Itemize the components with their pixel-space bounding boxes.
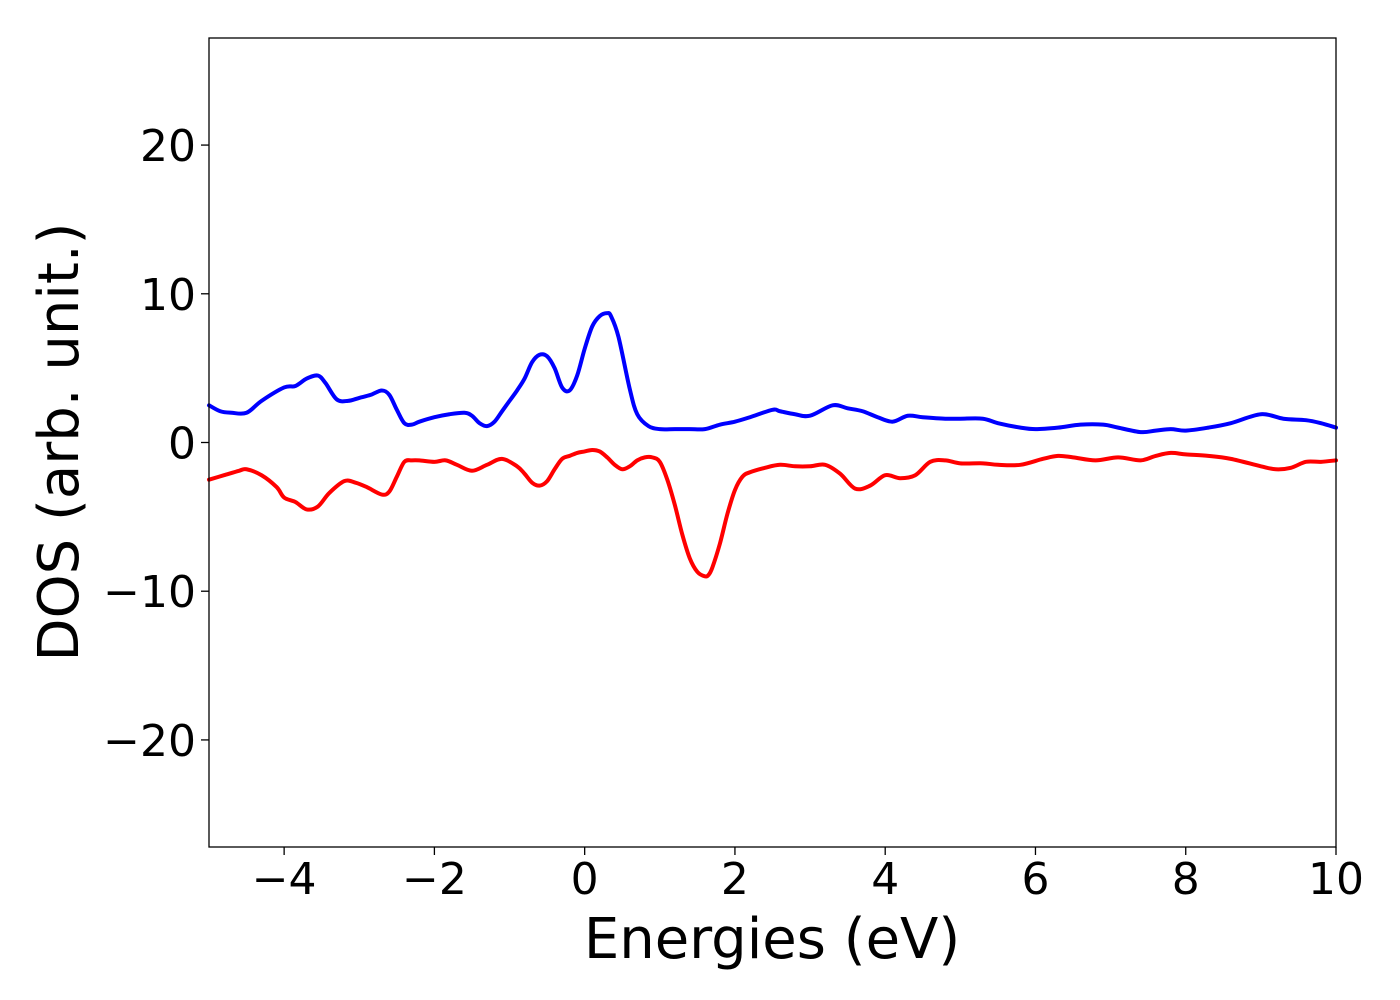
y-tick-label: 20 <box>140 121 196 172</box>
x-axis-ticks: −4 −2 0 2 4 6 8 10 <box>252 847 1364 905</box>
y-axis-label: DOS (arb. unit.) <box>27 222 92 661</box>
x-tick-label: 10 <box>1308 854 1364 905</box>
x-tick-label: 6 <box>1021 854 1049 905</box>
y-tick-label: 0 <box>168 419 196 470</box>
x-tick-label: −2 <box>402 854 467 905</box>
series-line-1 <box>207 311 1338 435</box>
y-tick-label: −20 <box>103 716 196 767</box>
y-tick-label: −10 <box>103 567 196 618</box>
x-tick-label: 0 <box>571 854 599 905</box>
x-axis-label: Energies (eV) <box>584 907 960 972</box>
x-tick-label: 4 <box>871 854 899 905</box>
x-tick-label: 2 <box>721 854 749 905</box>
y-tick-label: 10 <box>140 270 196 321</box>
x-tick-label: 8 <box>1172 854 1200 905</box>
x-tick-label: −4 <box>252 854 317 905</box>
y-axis-ticks: 20 10 0 −10 −20 <box>103 121 209 767</box>
series-layer <box>207 311 1338 579</box>
series-line-2 <box>207 447 1338 579</box>
